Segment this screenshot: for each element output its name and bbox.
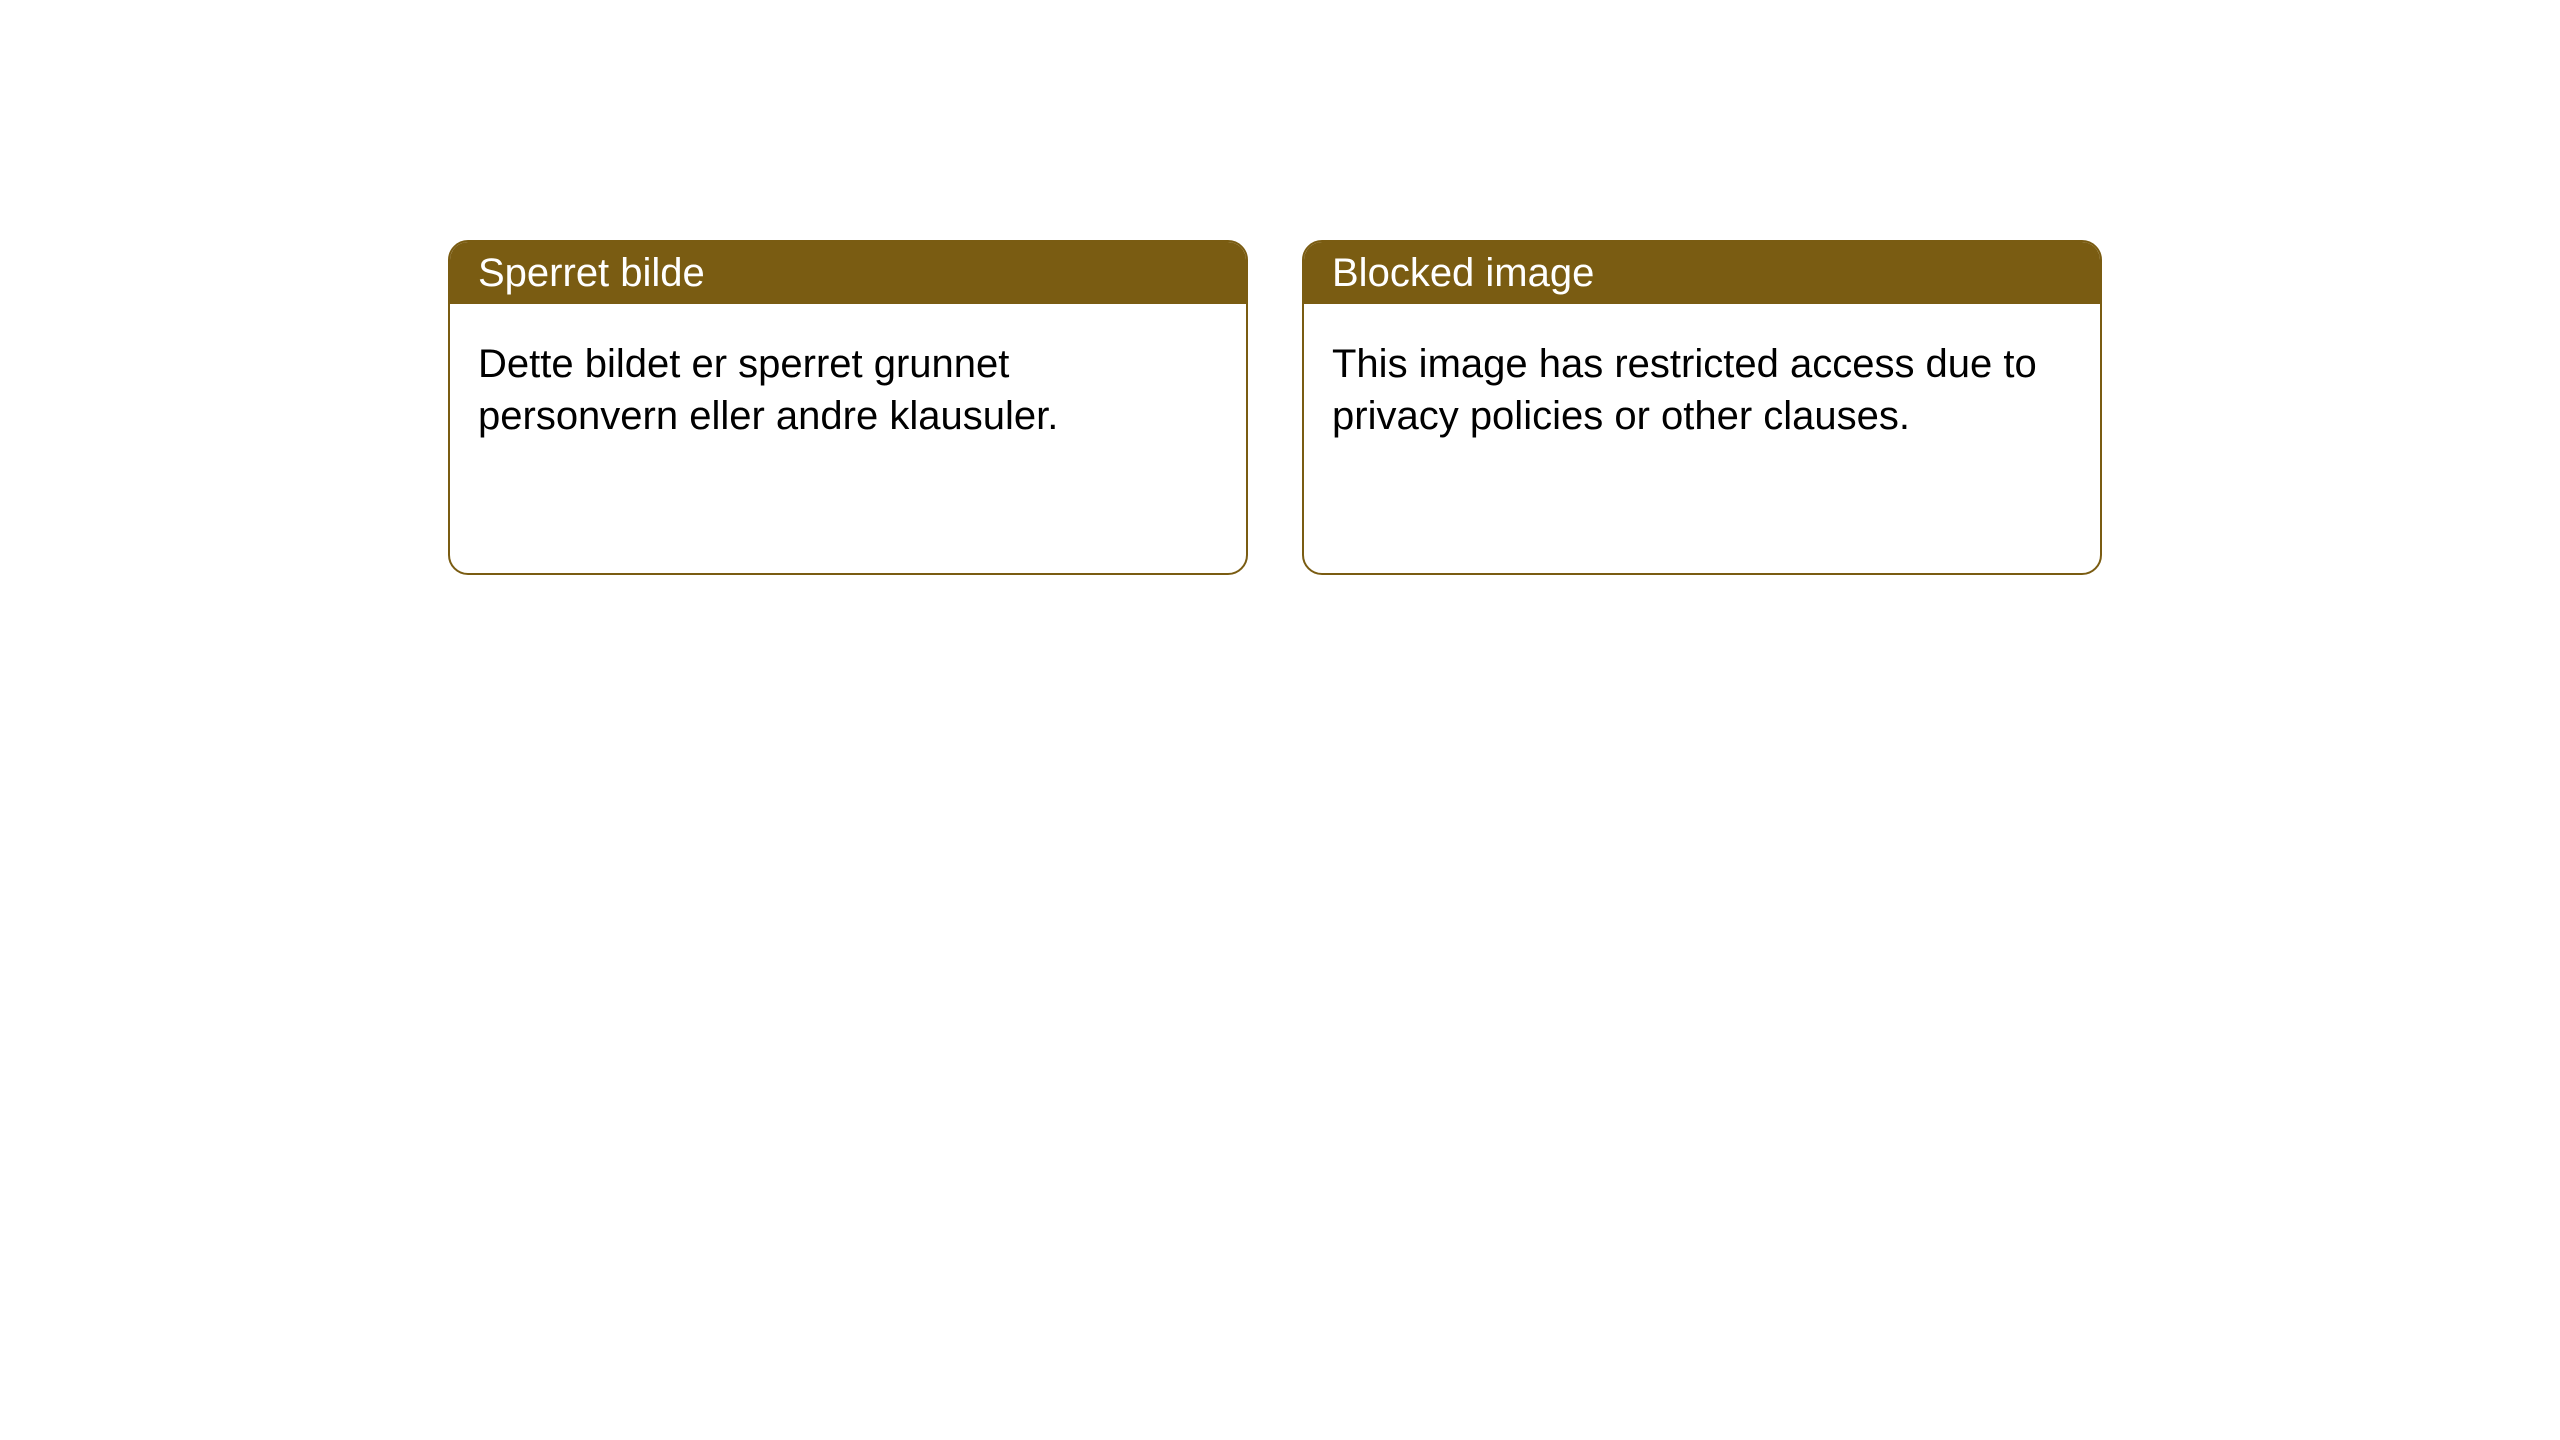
card-title: Sperret bilde — [478, 251, 705, 296]
card-body-text: Dette bildet er sperret grunnet personve… — [478, 342, 1058, 438]
card-body: Dette bildet er sperret grunnet personve… — [450, 304, 1246, 573]
notice-container: Sperret bilde Dette bildet er sperret gr… — [0, 0, 2560, 575]
card-header: Blocked image — [1304, 242, 2100, 304]
card-title: Blocked image — [1332, 251, 1594, 296]
notice-card-english: Blocked image This image has restricted … — [1302, 240, 2102, 575]
card-body: This image has restricted access due to … — [1304, 304, 2100, 573]
card-body-text: This image has restricted access due to … — [1332, 342, 2037, 438]
card-header: Sperret bilde — [450, 242, 1246, 304]
notice-card-norwegian: Sperret bilde Dette bildet er sperret gr… — [448, 240, 1248, 575]
